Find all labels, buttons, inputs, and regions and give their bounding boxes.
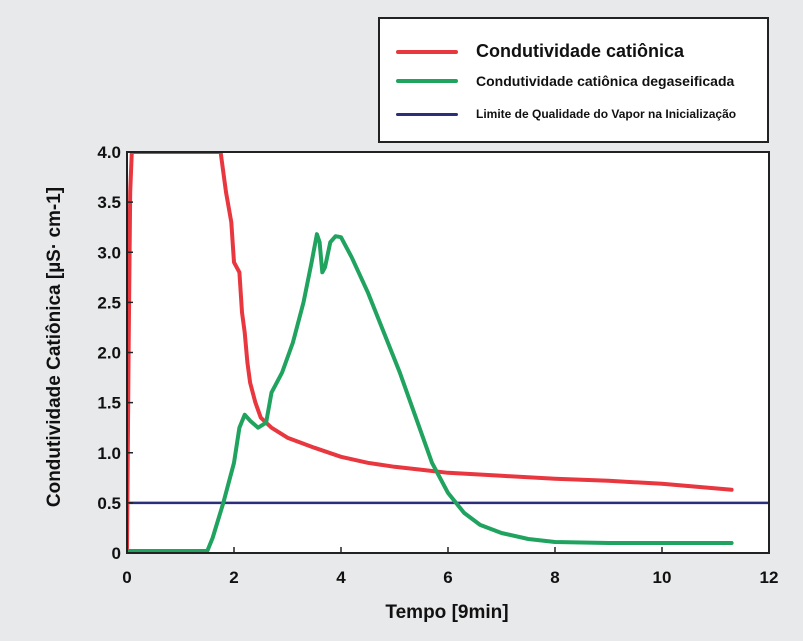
series-layer — [127, 152, 769, 553]
legend-swatch-degassed — [396, 79, 458, 83]
legend-label-limit: Limite de Qualidade do Vapor na Iniciali… — [476, 107, 737, 121]
y-axis-label: Condutividade Catiônica [µS· cm-1] — [44, 187, 65, 507]
x-tick-label: 10 — [653, 568, 672, 587]
legend-item-degassed: Condutividade catiônica degaseificada — [380, 73, 767, 89]
x-axis-label: Tempo [9min] — [385, 602, 508, 623]
series-line-1 — [127, 232, 734, 553]
legend-item-limit: Limite de Qualidade do Vapor na Iniciali… — [380, 107, 767, 121]
y-tick-label: 4.0 — [97, 143, 121, 162]
y-tick-label: 2.0 — [97, 344, 121, 363]
y-tick-label: 1.5 — [97, 394, 121, 413]
x-tick-label: 6 — [443, 568, 452, 587]
x-tick-label: 2 — [229, 568, 238, 587]
legend-swatch-cationic — [396, 49, 458, 54]
y-tick-label: 0.5 — [97, 494, 121, 513]
y-tick-label: 2.5 — [97, 293, 121, 312]
series-line-0 — [127, 152, 734, 550]
x-tick-label: 8 — [550, 568, 559, 587]
plot-area — [127, 152, 769, 553]
legend-item-cationic: Condutividade catiônica — [380, 41, 767, 62]
y-tick-label: 3.0 — [97, 243, 121, 262]
y-tick-label: 1.0 — [97, 444, 121, 463]
y-tick-label: 0 — [112, 544, 121, 563]
legend: Condutividade catiônica Condutividade ca… — [378, 17, 769, 143]
legend-swatch-limit — [396, 112, 458, 116]
ticks-layer: 0 2 4 6 8 10 12 0 0.5 1.0 1.5 2.0 2.5 3.0 3.5 4.0 — [97, 143, 778, 587]
legend-label-degassed: Condutividade catiônica degaseificada — [476, 73, 735, 89]
x-tick-label: 4 — [336, 568, 346, 587]
x-tick-label: 12 — [760, 568, 779, 587]
x-tick-label: 0 — [122, 568, 131, 587]
y-tick-label: 3.5 — [97, 193, 121, 212]
legend-label-cationic: Condutividade catiônica — [476, 41, 685, 61]
